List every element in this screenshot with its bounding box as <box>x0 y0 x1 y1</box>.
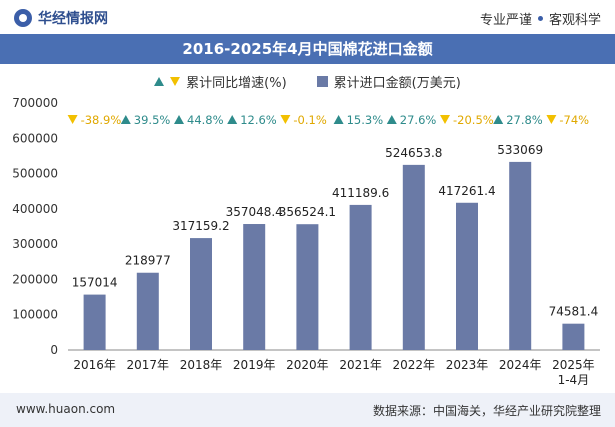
growth-label: 27.6% <box>400 113 437 127</box>
y-tick-label: 200000 <box>12 272 58 286</box>
brand-tags: 专业严谨 客观科学 <box>480 9 601 28</box>
bar-value-label: 524653.8 <box>385 146 442 160</box>
top-bar: 华经情报网 专业严谨 客观科学 <box>0 0 615 34</box>
growth-up-marker <box>120 115 131 124</box>
bar-value-label: 317159.2 <box>172 219 229 233</box>
bar-value-label: 74581.4 <box>549 305 599 319</box>
y-tick-label: 100000 <box>12 308 58 322</box>
x-tick-label: 2023年 <box>446 358 489 372</box>
growth-label: 27.8% <box>506 113 543 127</box>
dot-separator-icon <box>537 16 543 21</box>
y-tick-label: 400000 <box>12 202 58 216</box>
bar-swatch-icon <box>316 76 328 87</box>
legend: 累计同比增速(%) 累计进口金额(万美元) <box>0 72 615 91</box>
growth-up-marker <box>386 115 397 124</box>
x-tick-label: 1-4月 <box>558 373 590 387</box>
growth-up-marker <box>174 115 184 124</box>
growth-down-marker <box>440 115 450 124</box>
growth-down-marker <box>280 115 291 124</box>
growth-up-marker <box>333 115 344 124</box>
growth-down-marker <box>67 115 78 124</box>
bar <box>136 272 159 350</box>
footer: www.huaon.com 数据来源：中国海关，华经产业研究院整理 <box>0 393 615 427</box>
growth-label: 12.6% <box>240 113 277 127</box>
growth-label: -38.9% <box>81 113 122 127</box>
x-tick-label: 2025年 <box>552 358 595 372</box>
y-tick-label: 500000 <box>12 167 58 181</box>
bar <box>243 224 266 350</box>
y-tick-label: 600000 <box>12 131 58 145</box>
x-tick-label: 2017年 <box>127 358 170 372</box>
x-tick-label: 2024年 <box>499 358 542 372</box>
brand: 华经情报网 <box>14 8 108 28</box>
bar-value-label: 157014 <box>72 276 118 290</box>
bar <box>190 238 212 350</box>
bar <box>349 204 372 350</box>
chart-title: 2016-2025年4月中国棉花进口金额 <box>182 40 433 58</box>
growth-label: -20.5% <box>453 113 494 127</box>
y-tick-label: 700000 <box>12 96 58 110</box>
growth-label: 39.5% <box>134 113 171 127</box>
growth-up-marker <box>493 115 504 124</box>
x-tick-label: 2019年 <box>233 358 276 372</box>
growth-label: -74% <box>559 113 589 127</box>
legend-amount-label: 累计进口金额(万美元) <box>333 76 461 91</box>
bar-value-label: 356524.1 <box>279 205 336 219</box>
y-tick-label: 300000 <box>12 237 58 251</box>
bar <box>83 294 106 350</box>
growth-up-marker <box>227 115 238 124</box>
footer-website: www.huaon.com <box>16 402 116 416</box>
triangle-down-icon <box>170 77 181 86</box>
legend-growth-label: 累计同比增速(%) <box>186 76 287 91</box>
footer-source: 数据来源：中国海关，华经产业研究院整理 <box>372 404 601 418</box>
logo-icon <box>14 9 32 27</box>
growth-label: -0.1% <box>293 113 326 127</box>
bar <box>562 323 585 350</box>
brand-name: 华经情报网 <box>38 11 108 27</box>
bar <box>509 161 532 350</box>
legend-amount: 累计进口金额(万美元) <box>316 72 461 91</box>
bar-value-label: 357048.4 <box>226 205 283 219</box>
y-tick-label: 0 <box>50 343 58 357</box>
bar <box>296 224 319 350</box>
bar <box>402 164 425 350</box>
bar-value-label: 411189.6 <box>332 186 389 200</box>
growth-down-marker <box>546 115 557 124</box>
tag-left: 专业严谨 <box>479 13 532 28</box>
bar-value-label: 417261.4 <box>438 184 495 198</box>
x-tick-label: 2016年 <box>73 358 116 372</box>
bar-value-label: 533069 <box>497 143 543 157</box>
x-tick-label: 2020年 <box>286 358 329 372</box>
title-bar: 2016-2025年4月中国棉花进口金额 <box>0 34 615 64</box>
growth-label: 44.8% <box>187 113 224 127</box>
growth-label: 15.3% <box>347 113 384 127</box>
legend-growth: 累计同比增速(%) <box>154 72 287 91</box>
tag-right: 客观科学 <box>548 13 601 28</box>
bar <box>456 202 478 350</box>
triangle-up-icon <box>154 77 165 86</box>
x-tick-label: 2021年 <box>339 358 382 372</box>
x-tick-label: 2022年 <box>393 358 436 372</box>
x-tick-label: 2018年 <box>180 358 223 372</box>
bar-value-label: 218977 <box>125 254 171 268</box>
